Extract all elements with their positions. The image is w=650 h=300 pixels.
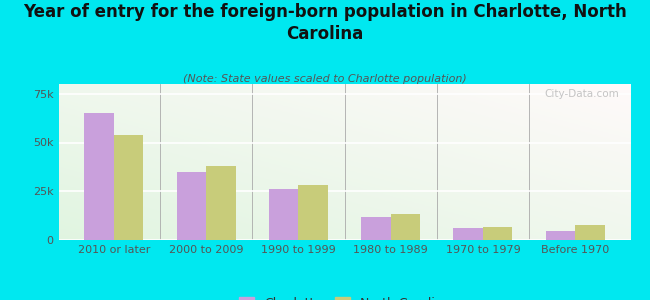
Bar bbox=[206, 166, 236, 240]
Text: Year of entry for the foreign-born population in Charlotte, North
Carolina: Year of entry for the foreign-born popul… bbox=[23, 3, 627, 43]
Bar bbox=[298, 185, 328, 240]
Bar bbox=[391, 214, 420, 240]
Bar bbox=[453, 228, 483, 240]
Bar bbox=[361, 217, 391, 240]
Bar bbox=[483, 227, 512, 240]
Bar bbox=[575, 225, 604, 240]
Legend: Charlotte, North Carolina: Charlotte, North Carolina bbox=[234, 292, 455, 300]
Text: (Note: State values scaled to Charlotte population): (Note: State values scaled to Charlotte … bbox=[183, 74, 467, 83]
Bar bbox=[84, 113, 114, 240]
Bar bbox=[177, 172, 206, 240]
Bar bbox=[114, 135, 144, 240]
Bar bbox=[545, 231, 575, 240]
Text: City-Data.com: City-Data.com bbox=[544, 89, 619, 99]
Bar bbox=[269, 189, 298, 240]
